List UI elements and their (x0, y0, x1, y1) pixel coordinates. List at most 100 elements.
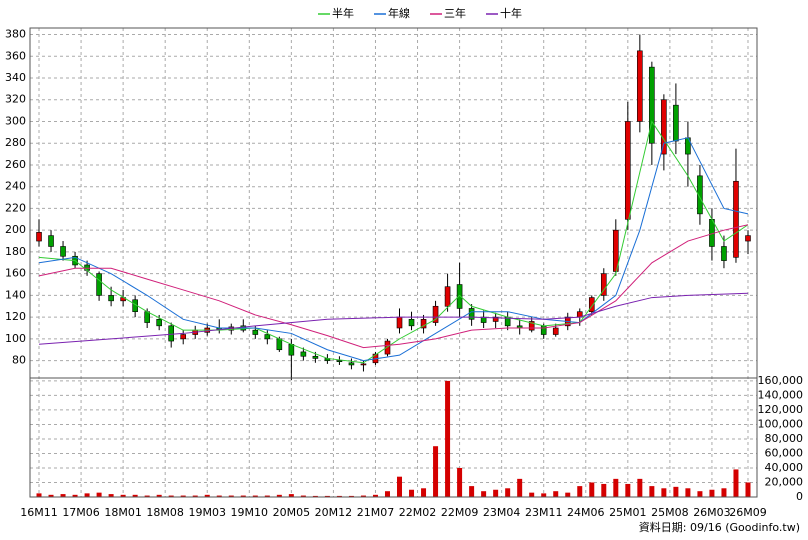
volume-bar (589, 482, 595, 497)
ma-line (38, 224, 749, 349)
y-tick-label: 120,000 (758, 403, 804, 416)
volume-bar (709, 489, 715, 497)
legend-label: 年線 (388, 6, 410, 20)
volume-bar (264, 495, 270, 497)
y-tick-label: 40,000 (765, 461, 804, 474)
volume-bar (96, 492, 102, 497)
candle-body (625, 121, 631, 220)
x-tick-label: 21M07 (357, 506, 395, 519)
legend-label: 三年 (444, 6, 466, 20)
x-tick-label: 18M01 (104, 506, 142, 519)
volume-bar (457, 467, 463, 497)
candle-body (300, 351, 307, 357)
candle-body (384, 340, 391, 355)
volume-bar (312, 495, 318, 497)
y-tick-label: 200 (5, 223, 26, 236)
candle-body (288, 344, 295, 356)
x-tick-label: 22M09 (441, 506, 479, 519)
volume-bar (360, 495, 366, 497)
volume-bar (433, 446, 439, 497)
y-tick-label: 120 (5, 310, 26, 323)
volume-bar (240, 495, 246, 497)
volume-bar (384, 491, 390, 497)
candle-body (312, 355, 319, 359)
candle-body (432, 305, 439, 323)
candle-body (540, 325, 547, 335)
ma-line (38, 120, 749, 364)
x-tick-label: 18M08 (146, 506, 184, 519)
y-tick-label: 360 (5, 49, 26, 62)
volume-bar (156, 494, 162, 497)
candle-body (673, 104, 679, 142)
x-tick-label: 23M11 (525, 506, 563, 519)
x-tick-label: 26M09 (729, 506, 767, 519)
candle-body (348, 362, 355, 366)
volume-bar (108, 494, 114, 497)
candle-body (96, 273, 102, 296)
x-tick-label: 19M10 (231, 506, 269, 519)
y-tick-label: 240 (5, 180, 26, 193)
candle-body (108, 295, 114, 302)
volume-bar (673, 486, 679, 497)
candle-body (180, 334, 187, 340)
volume-bar (469, 486, 475, 497)
y-tick-label: 140 (5, 288, 26, 301)
candle-body (48, 235, 54, 247)
volume-bar (48, 494, 54, 497)
volume-bar (409, 489, 415, 497)
candle-body (613, 229, 619, 272)
x-tick-label: 26M03 (693, 506, 731, 519)
volume-bar (685, 488, 691, 497)
y-tick-label: 60,000 (765, 446, 804, 459)
volume-bar (577, 486, 583, 497)
volume-bar (228, 495, 234, 497)
volume-bar (120, 494, 126, 497)
volume-bar (529, 492, 535, 497)
volume-bar (372, 494, 378, 497)
ma-line (38, 292, 749, 345)
volume-bar (697, 491, 703, 497)
y-tick-label: 100,000 (758, 417, 804, 430)
candle-body (156, 319, 162, 327)
plot-frame (29, 377, 758, 498)
volume-bar (36, 493, 42, 497)
y-tick-label: 260 (5, 158, 26, 171)
volume-bar (601, 483, 607, 497)
x-tick-label: 25M01 (609, 506, 647, 519)
candle-body (721, 246, 727, 261)
volume-bar (300, 495, 306, 497)
candle-body (360, 363, 367, 366)
volume-bar (324, 495, 330, 497)
volume-bar (60, 494, 66, 497)
volume-bar (745, 482, 751, 497)
candle-body (492, 316, 499, 322)
volume-bar (348, 495, 354, 497)
volume-bar (132, 494, 138, 497)
candle-body (661, 99, 667, 155)
volume-bar (733, 469, 739, 497)
volume-bar (721, 488, 727, 497)
footer: 資料日期: 09/16 (Goodinfo.tw) (639, 520, 800, 534)
volume-bar (517, 478, 523, 497)
legend-label: 十年 (500, 6, 522, 20)
y-tick-label: 140,000 (758, 388, 804, 401)
volume-bar (397, 476, 403, 497)
volume-bar (661, 488, 667, 497)
x-tick-label: 23M04 (483, 506, 521, 519)
x-tick-label: 17M06 (62, 506, 100, 519)
volume-bar (493, 489, 499, 497)
volume-bar (613, 478, 619, 497)
y-tick-label: 220 (5, 201, 26, 214)
y-tick-label: 100 (5, 332, 26, 345)
x-tick-label: 22M02 (399, 506, 437, 519)
volume-bar (204, 494, 210, 497)
x-tick-label: 20M05 (273, 506, 311, 519)
y-tick-label: 80 (12, 354, 26, 367)
volume-bar (565, 492, 571, 497)
candle-body (637, 50, 643, 122)
volume-bar (445, 380, 451, 497)
volume-bar (252, 495, 258, 497)
volume-bar (336, 495, 342, 497)
x-tick-label: 25M08 (651, 506, 689, 519)
